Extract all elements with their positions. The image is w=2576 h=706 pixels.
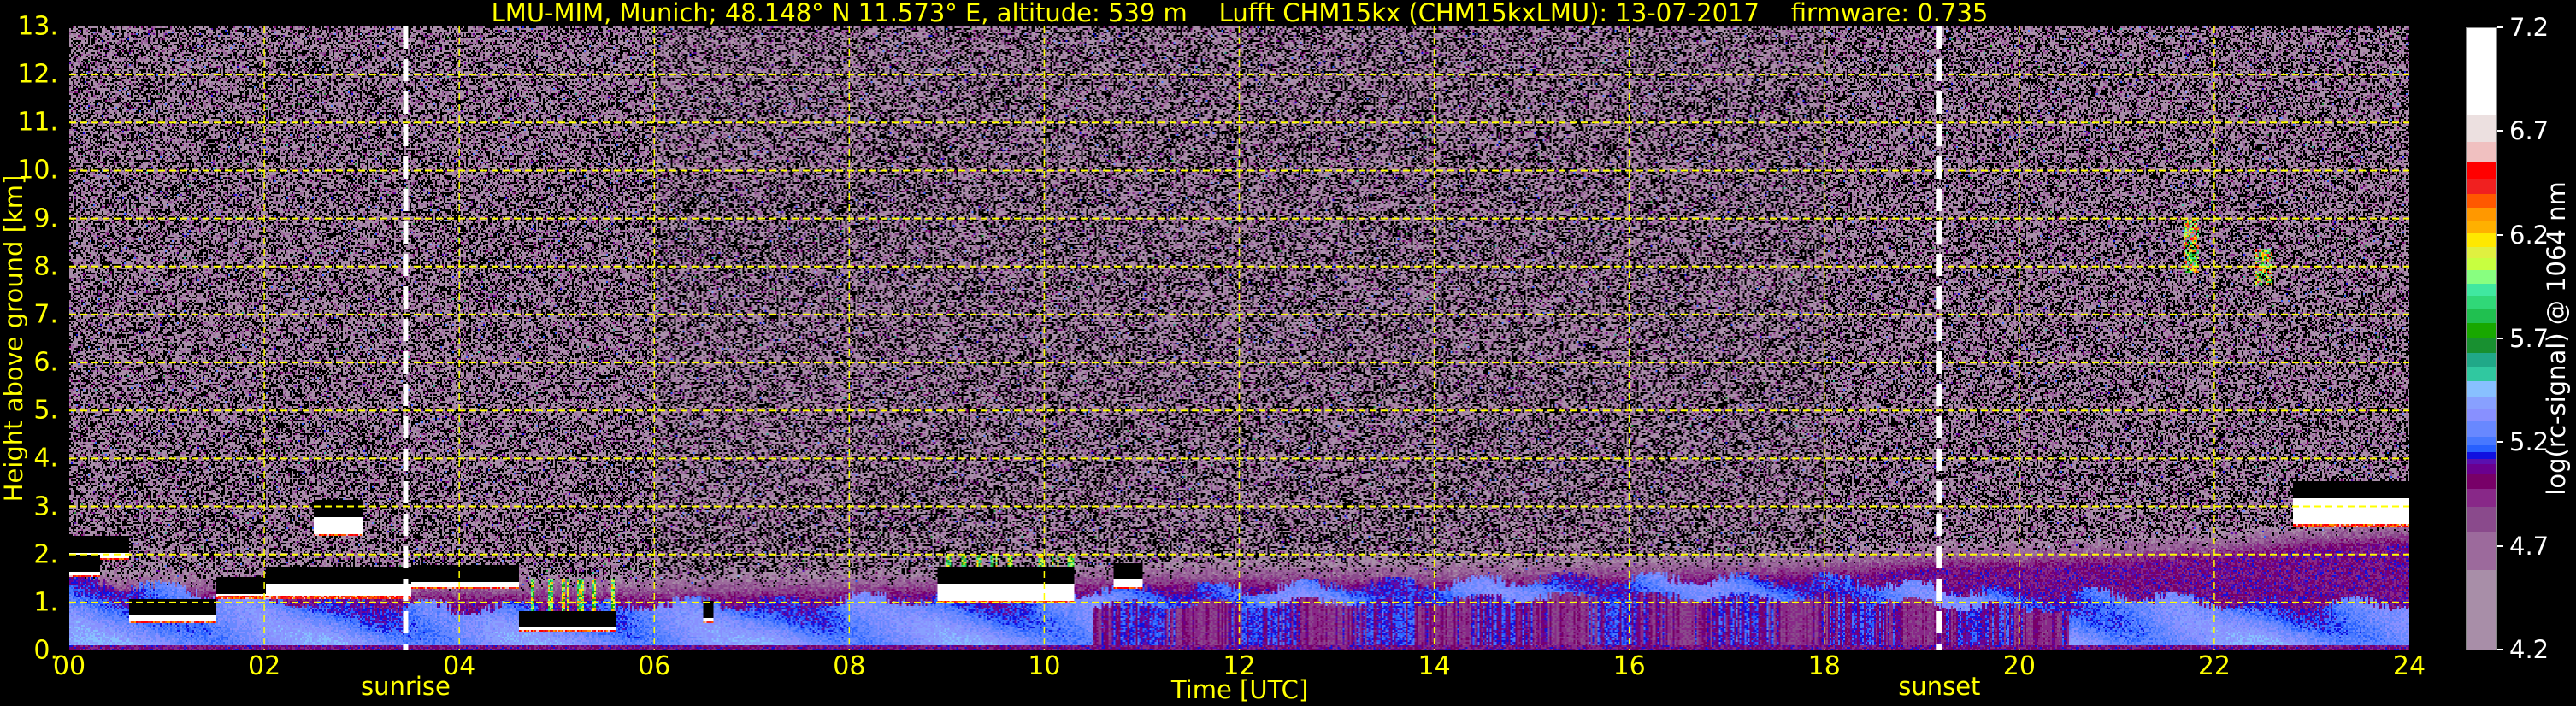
colorbar-segment [2467, 193, 2496, 208]
colorbar-segment [2467, 283, 2496, 297]
y-tick-label: 1. [33, 587, 58, 618]
colorbar-segment [2467, 531, 2496, 570]
x-tick-label: 24 [2392, 651, 2426, 681]
x-tick-label: 16 [1612, 651, 1646, 681]
x-tick-label: 02 [247, 651, 281, 681]
event-label-sunset: sunset [1898, 672, 1981, 701]
colorbar-segment [2467, 246, 2496, 258]
colorbar-segment [2467, 451, 2496, 459]
x-tick-label: 00 [52, 651, 86, 681]
colorbar-segment [2467, 436, 2496, 446]
colorbar-segment [2467, 207, 2496, 221]
colorbar-tick-mark [2497, 233, 2503, 236]
colorbar-segment [2467, 322, 2496, 338]
colorbar-segment [2467, 444, 2496, 453]
y-tick-label: 2. [33, 539, 58, 570]
colorbar-segment [2467, 337, 2496, 354]
x-tick-label: 20 [2002, 651, 2036, 681]
y-tick-label: 9. [33, 203, 58, 234]
x-tick-label: 08 [833, 651, 866, 681]
colorbar-segment [2467, 179, 2496, 194]
plot-area [69, 26, 2409, 650]
y-axis-label: Height above ground [km] [0, 174, 28, 503]
colorbar-segment [2467, 408, 2496, 422]
x-tick-label: 14 [1418, 651, 1451, 681]
grid-overlay [69, 26, 2409, 650]
colorbar-tick-mark [2497, 26, 2503, 28]
colorbar [2466, 27, 2497, 651]
y-tick-label: 11. [17, 107, 58, 138]
colorbar-segment [2467, 380, 2496, 397]
colorbar-segment [2467, 352, 2496, 367]
x-axis-label: Time [UTC] [1170, 675, 1309, 704]
colorbar-segment [2467, 28, 2496, 115]
colorbar-label: log(rc-signal) @ 1064 nm [2542, 181, 2571, 496]
colorbar-tick-mark [2497, 130, 2503, 132]
y-tick-label: 10. [17, 155, 58, 185]
colorbar-segment [2467, 220, 2496, 233]
y-tick-label: 4. [33, 443, 58, 474]
y-tick-label: 12. [17, 59, 58, 90]
colorbar-segment [2467, 506, 2496, 532]
colorbar-segment [2467, 569, 2496, 651]
colorbar-segment [2467, 463, 2496, 474]
y-tick-label: 5. [33, 395, 58, 426]
colorbar-tick-label: 4.2 [2509, 635, 2549, 664]
colorbar-segment [2467, 295, 2496, 310]
colorbar-segment [2467, 488, 2496, 508]
colorbar-segment [2467, 458, 2496, 465]
x-tick-label: 06 [638, 651, 671, 681]
y-tick-label: 8. [33, 251, 58, 282]
colorbar-segment [2467, 257, 2496, 271]
x-tick-label: 12 [1223, 651, 1256, 681]
colorbar-segment [2467, 232, 2496, 247]
colorbar-tick-mark [2497, 338, 2503, 339]
colorbar-segment [2467, 141, 2496, 162]
colorbar-segment [2467, 421, 2496, 437]
colorbar-tick-label: 5.2 [2509, 427, 2549, 457]
y-tick-label: 3. [33, 491, 58, 522]
colorbar-segment [2467, 473, 2496, 490]
colorbar-tick-label: 6.7 [2509, 116, 2549, 146]
y-tick-label: 0. [33, 635, 58, 666]
x-tick-label: 18 [1807, 651, 1841, 681]
colorbar-segment [2467, 396, 2496, 409]
y-tick-label: 7. [33, 299, 58, 330]
colorbar-tick-mark [2497, 544, 2503, 547]
chart-title: LMU-MIM, Munich; 48.148° N 11.573° E, al… [491, 0, 1989, 27]
event-label-sunrise: sunrise [361, 672, 451, 701]
colorbar-segment [2467, 269, 2496, 284]
colorbar-segment [2467, 366, 2496, 382]
x-tick-label: 10 [1028, 651, 1061, 681]
y-tick-label: 13. [17, 11, 58, 42]
colorbar-tick-label: 7.2 [2509, 13, 2549, 42]
colorbar-segment [2467, 115, 2496, 143]
colorbar-tick-label: 5.7 [2509, 324, 2549, 353]
colorbar-tick-label: 6.2 [2509, 220, 2549, 250]
colorbar-tick-mark [2497, 649, 2503, 650]
colorbar-tick-mark [2497, 441, 2503, 444]
x-tick-label: 22 [2197, 651, 2231, 681]
y-tick-label: 6. [33, 347, 58, 378]
colorbar-segment [2467, 162, 2496, 179]
colorbar-tick-label: 4.7 [2509, 531, 2549, 561]
x-tick-label: 04 [443, 651, 476, 681]
colorbar-segment [2467, 309, 2496, 324]
